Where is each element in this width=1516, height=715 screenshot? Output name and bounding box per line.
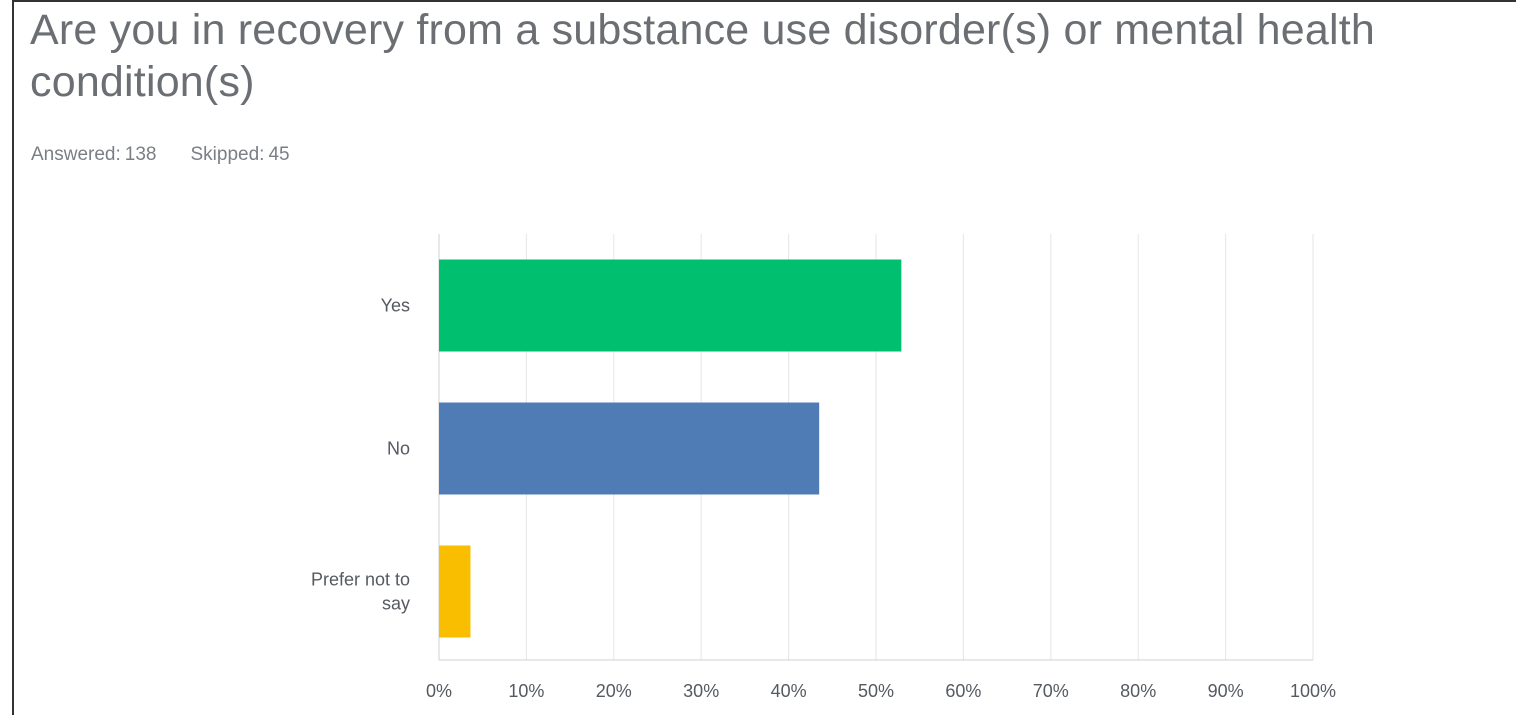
x-tick-label: 0% xyxy=(426,681,452,701)
x-tick-labels: 0% 10% 20% 30% 40% 50% 60% 70% 80% 90% 100% xyxy=(426,681,1336,701)
answered-label: Answered: xyxy=(31,144,121,165)
skipped-stat: Skipped: 45 xyxy=(190,144,289,166)
x-tick-label: 50% xyxy=(858,681,894,701)
bar[interactable] xyxy=(439,402,820,495)
skipped-value: 45 xyxy=(268,144,290,165)
category-label: Yes xyxy=(381,296,410,316)
x-tick-label: 80% xyxy=(1120,681,1156,701)
category-label: Prefer not to xyxy=(311,570,410,590)
category-label: No xyxy=(387,439,410,459)
answered-value: 138 xyxy=(124,144,157,165)
category-labels: Yes No Prefer not to say xyxy=(311,296,410,614)
response-stats: Answered: 138 Skipped: 45 xyxy=(31,144,324,166)
bar[interactable] xyxy=(439,545,471,638)
question-title: Are you in recovery from a substance use… xyxy=(30,6,1376,106)
category-label: say xyxy=(382,594,410,614)
x-tick-label: 100% xyxy=(1290,681,1336,701)
x-tick-label: 60% xyxy=(945,681,981,701)
x-tick-label: 10% xyxy=(508,681,544,701)
x-tick-label: 70% xyxy=(1033,681,1069,701)
x-tick-label: 40% xyxy=(771,681,807,701)
bar[interactable] xyxy=(439,259,902,352)
x-tick-label: 20% xyxy=(596,681,632,701)
x-tick-label: 30% xyxy=(683,681,719,701)
bars xyxy=(439,259,902,638)
skipped-label: Skipped: xyxy=(190,144,265,165)
answered-stat: Answered: 138 xyxy=(31,144,156,166)
x-tick-label: 90% xyxy=(1208,681,1244,701)
question-panel xyxy=(12,0,1516,715)
